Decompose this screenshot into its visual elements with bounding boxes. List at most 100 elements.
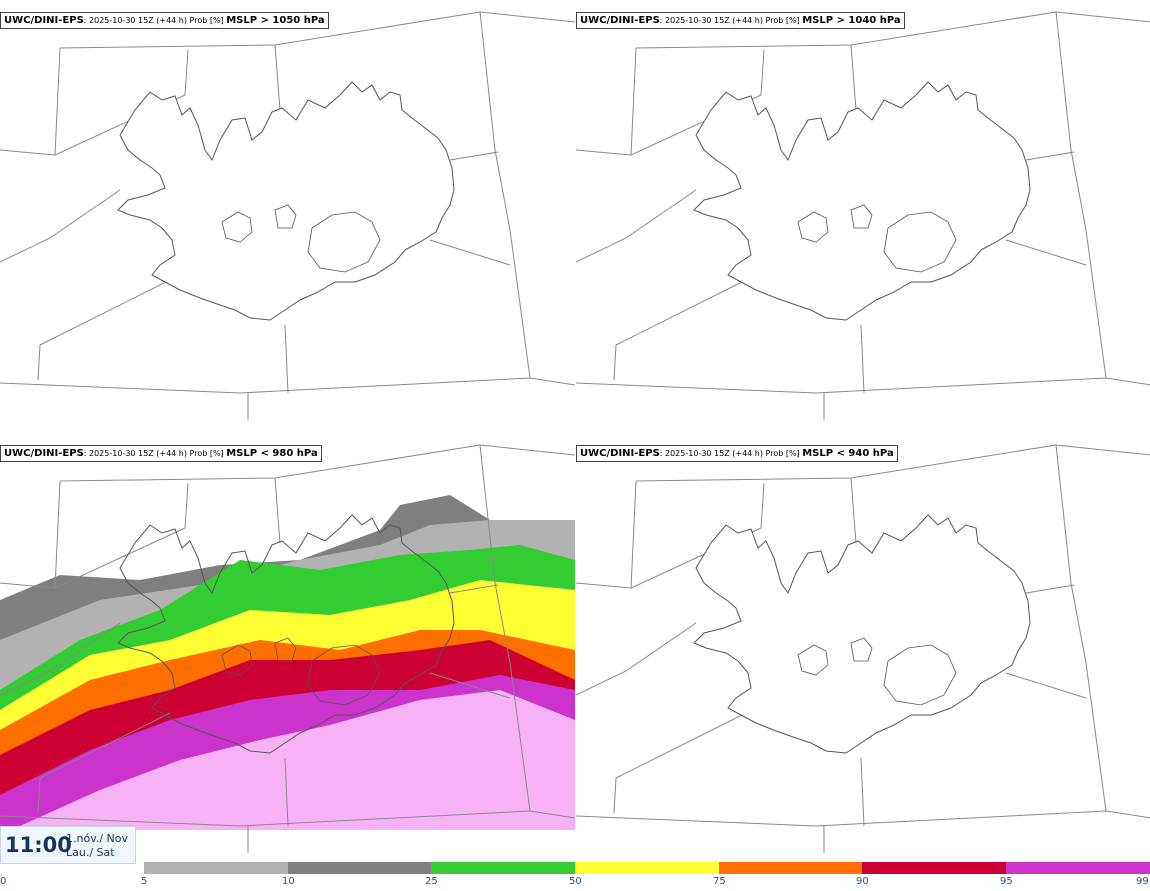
border-line [449, 151, 499, 161]
legend-bin-75-90 [719, 862, 862, 874]
legend-bin-90-95 [862, 862, 1006, 874]
border-line [1055, 11, 1107, 379]
glacier-outline [221, 644, 253, 676]
administrative-borders [0, 444, 575, 853]
legend-tick: 90 [856, 876, 869, 887]
legend-bin-95-99 [1006, 862, 1150, 874]
valid-date-line2: Lau./ Sat [66, 846, 115, 859]
map-canvas [0, 11, 575, 420]
border-line [850, 44, 857, 111]
legend-tick: 25 [425, 876, 438, 887]
border-line [860, 757, 865, 827]
map-panel-mslp-lt-940: UWC/DINI-EPS: 2025-10-30 15Z (+44 h) Pro… [576, 433, 1150, 865]
border-line [630, 480, 637, 589]
map-canvas [576, 11, 1150, 420]
legend-tick: 0 [0, 876, 7, 887]
glacier-outline [883, 211, 957, 273]
administrative-borders [0, 11, 575, 420]
border-line [613, 344, 617, 381]
panel-title: UWC/DINI-EPS: 2025-10-30 15Z (+44 h) Pro… [0, 12, 329, 29]
border-line [0, 810, 575, 827]
legend-tick: 10 [282, 876, 295, 887]
border-line [613, 777, 617, 814]
legend-bin-50-75 [575, 862, 719, 874]
border-line [1005, 239, 1087, 266]
valid-date-line1: 1.nóv./ Nov [66, 832, 129, 845]
border-line [37, 777, 41, 814]
border-line [1055, 444, 1107, 812]
border-line [39, 712, 171, 779]
border-line [284, 324, 289, 394]
legend-tick: 50 [569, 876, 582, 887]
map-panel-mslp-lt-980: UWC/DINI-EPS: 2025-10-30 15Z (+44 h) Pro… [0, 433, 575, 865]
administrative-borders [576, 11, 1150, 420]
border-line [850, 477, 857, 544]
border-line [274, 477, 281, 544]
border-line [479, 11, 531, 379]
border-line [576, 377, 1150, 394]
border-line [0, 622, 121, 696]
border-line [576, 189, 697, 263]
border-line [615, 712, 747, 779]
panel-title: UWC/DINI-EPS: 2025-10-30 15Z (+44 h) Pro… [576, 445, 898, 462]
legend-bin-5-10 [144, 862, 288, 874]
glacier-outline [850, 204, 873, 229]
probability-field [0, 495, 575, 835]
legend-tick: 5 [141, 876, 148, 887]
glacier-outline [221, 211, 253, 243]
border-line [0, 482, 189, 589]
border-line [630, 47, 637, 156]
border-line [479, 11, 575, 23]
border-line [1055, 11, 1150, 23]
border-line [274, 44, 281, 111]
panel-title: UWC/DINI-EPS: 2025-10-30 15Z (+44 h) Pro… [0, 445, 322, 462]
glacier-outline [274, 204, 297, 229]
glacier-outline [307, 211, 381, 273]
panel-title: UWC/DINI-EPS: 2025-10-30 15Z (+44 h) Pro… [576, 12, 905, 29]
glacier-outline [797, 644, 829, 676]
map-panel-mslp-gt-1050: UWC/DINI-EPS: 2025-10-30 15Z (+44 h) Pro… [0, 0, 575, 432]
map-canvas [0, 444, 575, 853]
glacier-outline [307, 644, 381, 706]
map-canvas [576, 444, 1150, 853]
iceland-coastline [117, 81, 455, 321]
valid-time-box: 11:00 1.nóv./ Nov Lau./ Sat [0, 826, 136, 864]
border-line [429, 239, 511, 266]
border-line [615, 279, 747, 346]
border-line [576, 810, 1150, 827]
border-line [576, 49, 765, 156]
legend-bin-25-50 [431, 862, 575, 874]
iceland-coastline [693, 514, 1031, 754]
border-line [0, 377, 575, 394]
border-line [429, 672, 511, 699]
border-line [37, 344, 41, 381]
border-line [1005, 672, 1087, 699]
iceland-coastline [117, 514, 455, 754]
border-line [576, 622, 697, 696]
border-line [54, 480, 61, 589]
border-line [576, 482, 765, 589]
probability-band [0, 690, 575, 835]
glacier-outline [274, 637, 297, 662]
border-line [1055, 444, 1150, 456]
legend-bin-10-25 [288, 862, 431, 874]
border-line [479, 444, 575, 456]
border-line [449, 584, 499, 594]
legend-tick: 95 [1000, 876, 1013, 887]
border-line [1025, 584, 1075, 594]
probability-colorbar: 0 5 10 25 50 75 90 95 99 [0, 862, 1150, 891]
border-line [1025, 151, 1075, 161]
border-line [39, 279, 171, 346]
iceland-coastline [693, 81, 1031, 321]
glacier-outline [797, 211, 829, 243]
map-panel-mslp-gt-1040: UWC/DINI-EPS: 2025-10-30 15Z (+44 h) Pro… [576, 0, 1150, 432]
legend-tick: 75 [713, 876, 726, 887]
border-line [0, 49, 189, 156]
border-line [0, 189, 121, 263]
glacier-outline [850, 637, 873, 662]
border-line [284, 757, 289, 827]
border-line [860, 324, 865, 394]
glacier-outline [883, 644, 957, 706]
administrative-borders [576, 444, 1150, 853]
border-line [54, 47, 61, 156]
